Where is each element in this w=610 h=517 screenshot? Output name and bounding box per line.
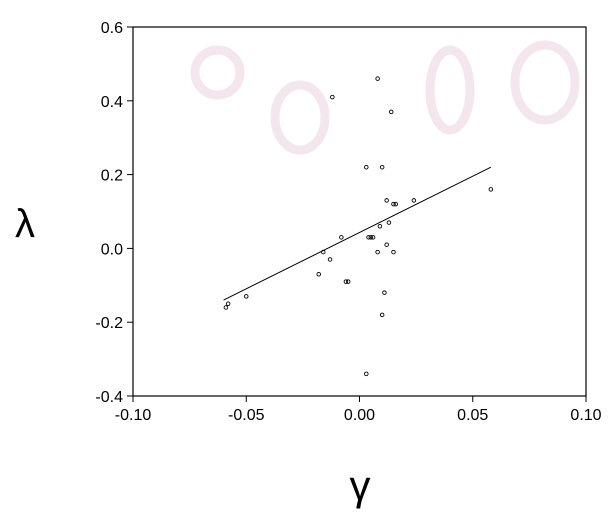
data-point [225, 301, 231, 307]
data-point [223, 305, 229, 310]
watermark [190, 40, 580, 155]
y-tick-label: -0.4 [95, 389, 123, 406]
data-point [364, 164, 369, 170]
data-point [411, 198, 417, 203]
watermark-glyph-1 [270, 80, 330, 155]
data-point [366, 235, 371, 240]
data-point [388, 109, 394, 115]
regression-line [223, 166, 492, 301]
watermark-glyph-2 [425, 45, 475, 135]
data-point [393, 201, 398, 207]
data-point [321, 249, 326, 255]
data-point [343, 279, 349, 284]
x-tick-label: 0.00 [344, 407, 375, 424]
data-point [391, 201, 396, 207]
data-point [391, 249, 396, 255]
y-tick-label: 0.4 [101, 94, 123, 111]
points-layer [223, 76, 494, 377]
x-tick-label: 0.10 [570, 407, 601, 424]
y-tick-label: 0.6 [101, 20, 123, 37]
data-point [330, 94, 335, 100]
x-axis: -0.10 -0.05 0.00 0.05 0.10 [115, 396, 602, 424]
data-point [345, 279, 351, 284]
data-point [243, 294, 249, 299]
watermark-glyph-0 [190, 45, 245, 100]
trend-line-layer [223, 166, 492, 301]
x-axis-label: γ [350, 462, 371, 509]
watermark-glyph-3 [510, 40, 580, 125]
y-tick-label: 0.0 [101, 241, 123, 258]
data-point [386, 220, 392, 225]
data-point [368, 235, 374, 240]
data-point [382, 290, 387, 295]
data-point [327, 257, 333, 262]
data-point [488, 187, 494, 192]
data-point [316, 271, 321, 277]
data-point [379, 312, 385, 318]
data-point [339, 235, 344, 240]
data-point [379, 164, 385, 170]
x-tick-label: 0.05 [457, 407, 488, 424]
data-point [375, 249, 380, 255]
data-point [384, 198, 389, 203]
x-tick-label: -0.10 [115, 407, 152, 424]
data-point [370, 235, 376, 240]
data-point [384, 242, 389, 247]
data-point [364, 371, 369, 377]
data-point [377, 224, 383, 229]
y-tick-label: -0.2 [95, 315, 123, 332]
y-axis-label: λ [15, 202, 35, 246]
y-axis: -0.4 -0.2 0.0 0.2 0.4 0.6 [95, 20, 133, 406]
x-tick-label: -0.05 [228, 407, 265, 424]
data-point [375, 76, 380, 81]
y-tick-label: 0.2 [101, 168, 123, 185]
